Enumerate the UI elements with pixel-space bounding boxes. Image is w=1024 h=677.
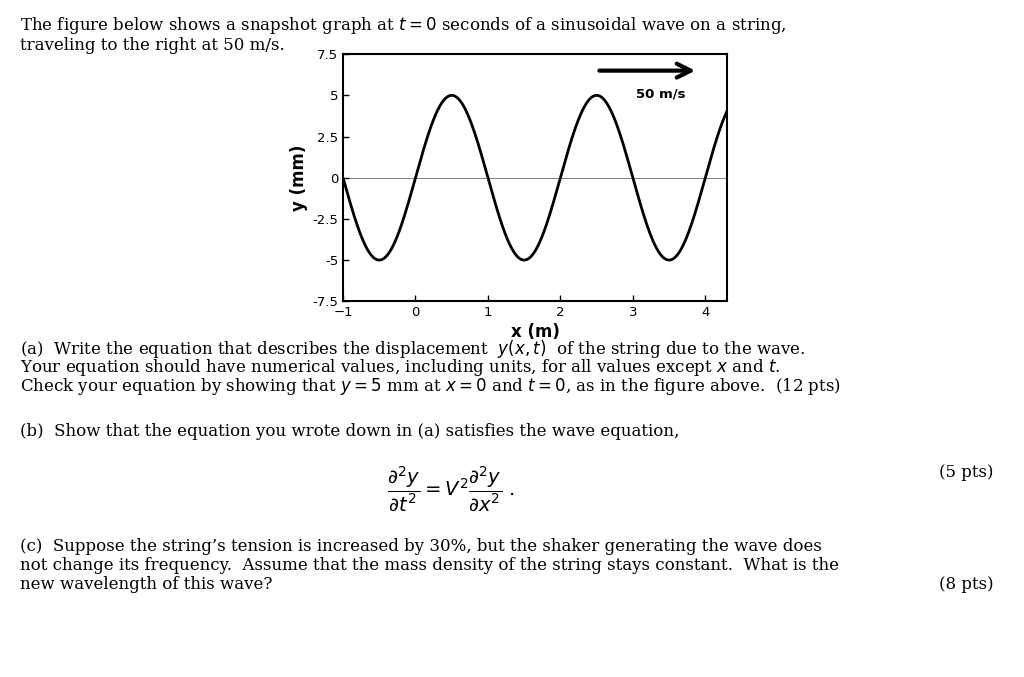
- Text: Your equation should have numerical values, including units, for all values exce: Your equation should have numerical valu…: [20, 357, 781, 378]
- Y-axis label: y (mm): y (mm): [290, 144, 308, 211]
- Text: new wavelength of this wave?: new wavelength of this wave?: [20, 576, 272, 593]
- Text: (8 pts): (8 pts): [939, 576, 993, 593]
- Text: The figure below shows a snapshot graph at $t = 0$ seconds of a sinusoidal wave : The figure below shows a snapshot graph …: [20, 15, 787, 36]
- Text: traveling to the right at 50 m/s.: traveling to the right at 50 m/s.: [20, 37, 286, 54]
- Text: (a)  Write the equation that describes the displacement  $y(x,t)$  of the string: (a) Write the equation that describes th…: [20, 338, 806, 360]
- Text: (b)  Show that the equation you wrote down in (a) satisfies the wave equation,: (b) Show that the equation you wrote dow…: [20, 423, 680, 440]
- Text: (c)  Suppose the string’s tension is increased by 30%, but the shaker generating: (c) Suppose the string’s tension is incr…: [20, 538, 822, 555]
- Text: Check your equation by showing that $y = 5$ mm at $x = 0$ and $t = 0$, as in the: Check your equation by showing that $y =…: [20, 376, 842, 397]
- Text: $\dfrac{\partial^2 y}{\partial t^2} = V^2\dfrac{\partial^2 y}{\partial x^2}\ .$: $\dfrac{\partial^2 y}{\partial t^2} = V^…: [387, 464, 514, 512]
- Text: (5 pts): (5 pts): [939, 464, 993, 481]
- Text: not change its frequency.  Assume that the mass density of the string stays cons: not change its frequency. Assume that th…: [20, 557, 840, 574]
- X-axis label: x (m): x (m): [511, 324, 559, 341]
- Text: 50 m/s: 50 m/s: [637, 87, 686, 100]
